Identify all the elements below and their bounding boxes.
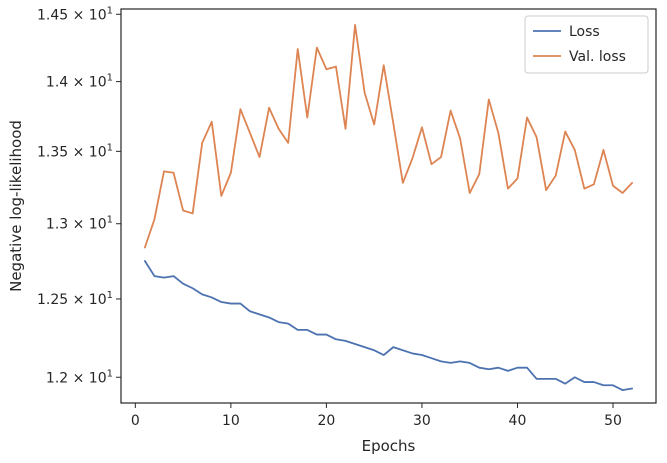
x-tick-label: 10: [222, 413, 240, 429]
series-line-val-loss: [143, 23, 634, 249]
x-tick-label: 40: [509, 413, 527, 429]
series-line-loss: [143, 260, 634, 391]
y-tick-label: 1.4 × 101: [46, 73, 113, 91]
x-axis-label: Epochs: [362, 437, 416, 455]
axes-frame: [120, 8, 657, 404]
y-axis-ticks: 1.2 × 101 1.25 × 101 1.3 × 101 1.35 × 101 1.…: [37, 5, 121, 386]
y-tick-label: 1.35 × 101: [37, 142, 113, 160]
y-tick-label: 1.25 × 101: [37, 290, 113, 308]
y-tick-label: 1.2 × 101: [46, 368, 113, 386]
legend-label: Val. loss: [569, 49, 626, 65]
x-axis-ticks: 0 10 20 30 40 50: [131, 403, 622, 429]
x-tick-label: 0: [131, 413, 140, 429]
y-tick-label: 1.45 × 101: [37, 5, 113, 23]
x-tick-label: 50: [604, 413, 622, 429]
plot-area: [120, 8, 657, 404]
x-tick-label: 20: [317, 413, 335, 429]
legend: Loss Val. loss: [524, 15, 649, 74]
series-lines: [143, 23, 634, 391]
y-axis-label: Negative log-likelihood: [7, 120, 25, 292]
x-tick-label: 30: [413, 413, 431, 429]
legend-label: Loss: [569, 24, 600, 40]
y-tick-label: 1.3 × 101: [46, 215, 113, 233]
